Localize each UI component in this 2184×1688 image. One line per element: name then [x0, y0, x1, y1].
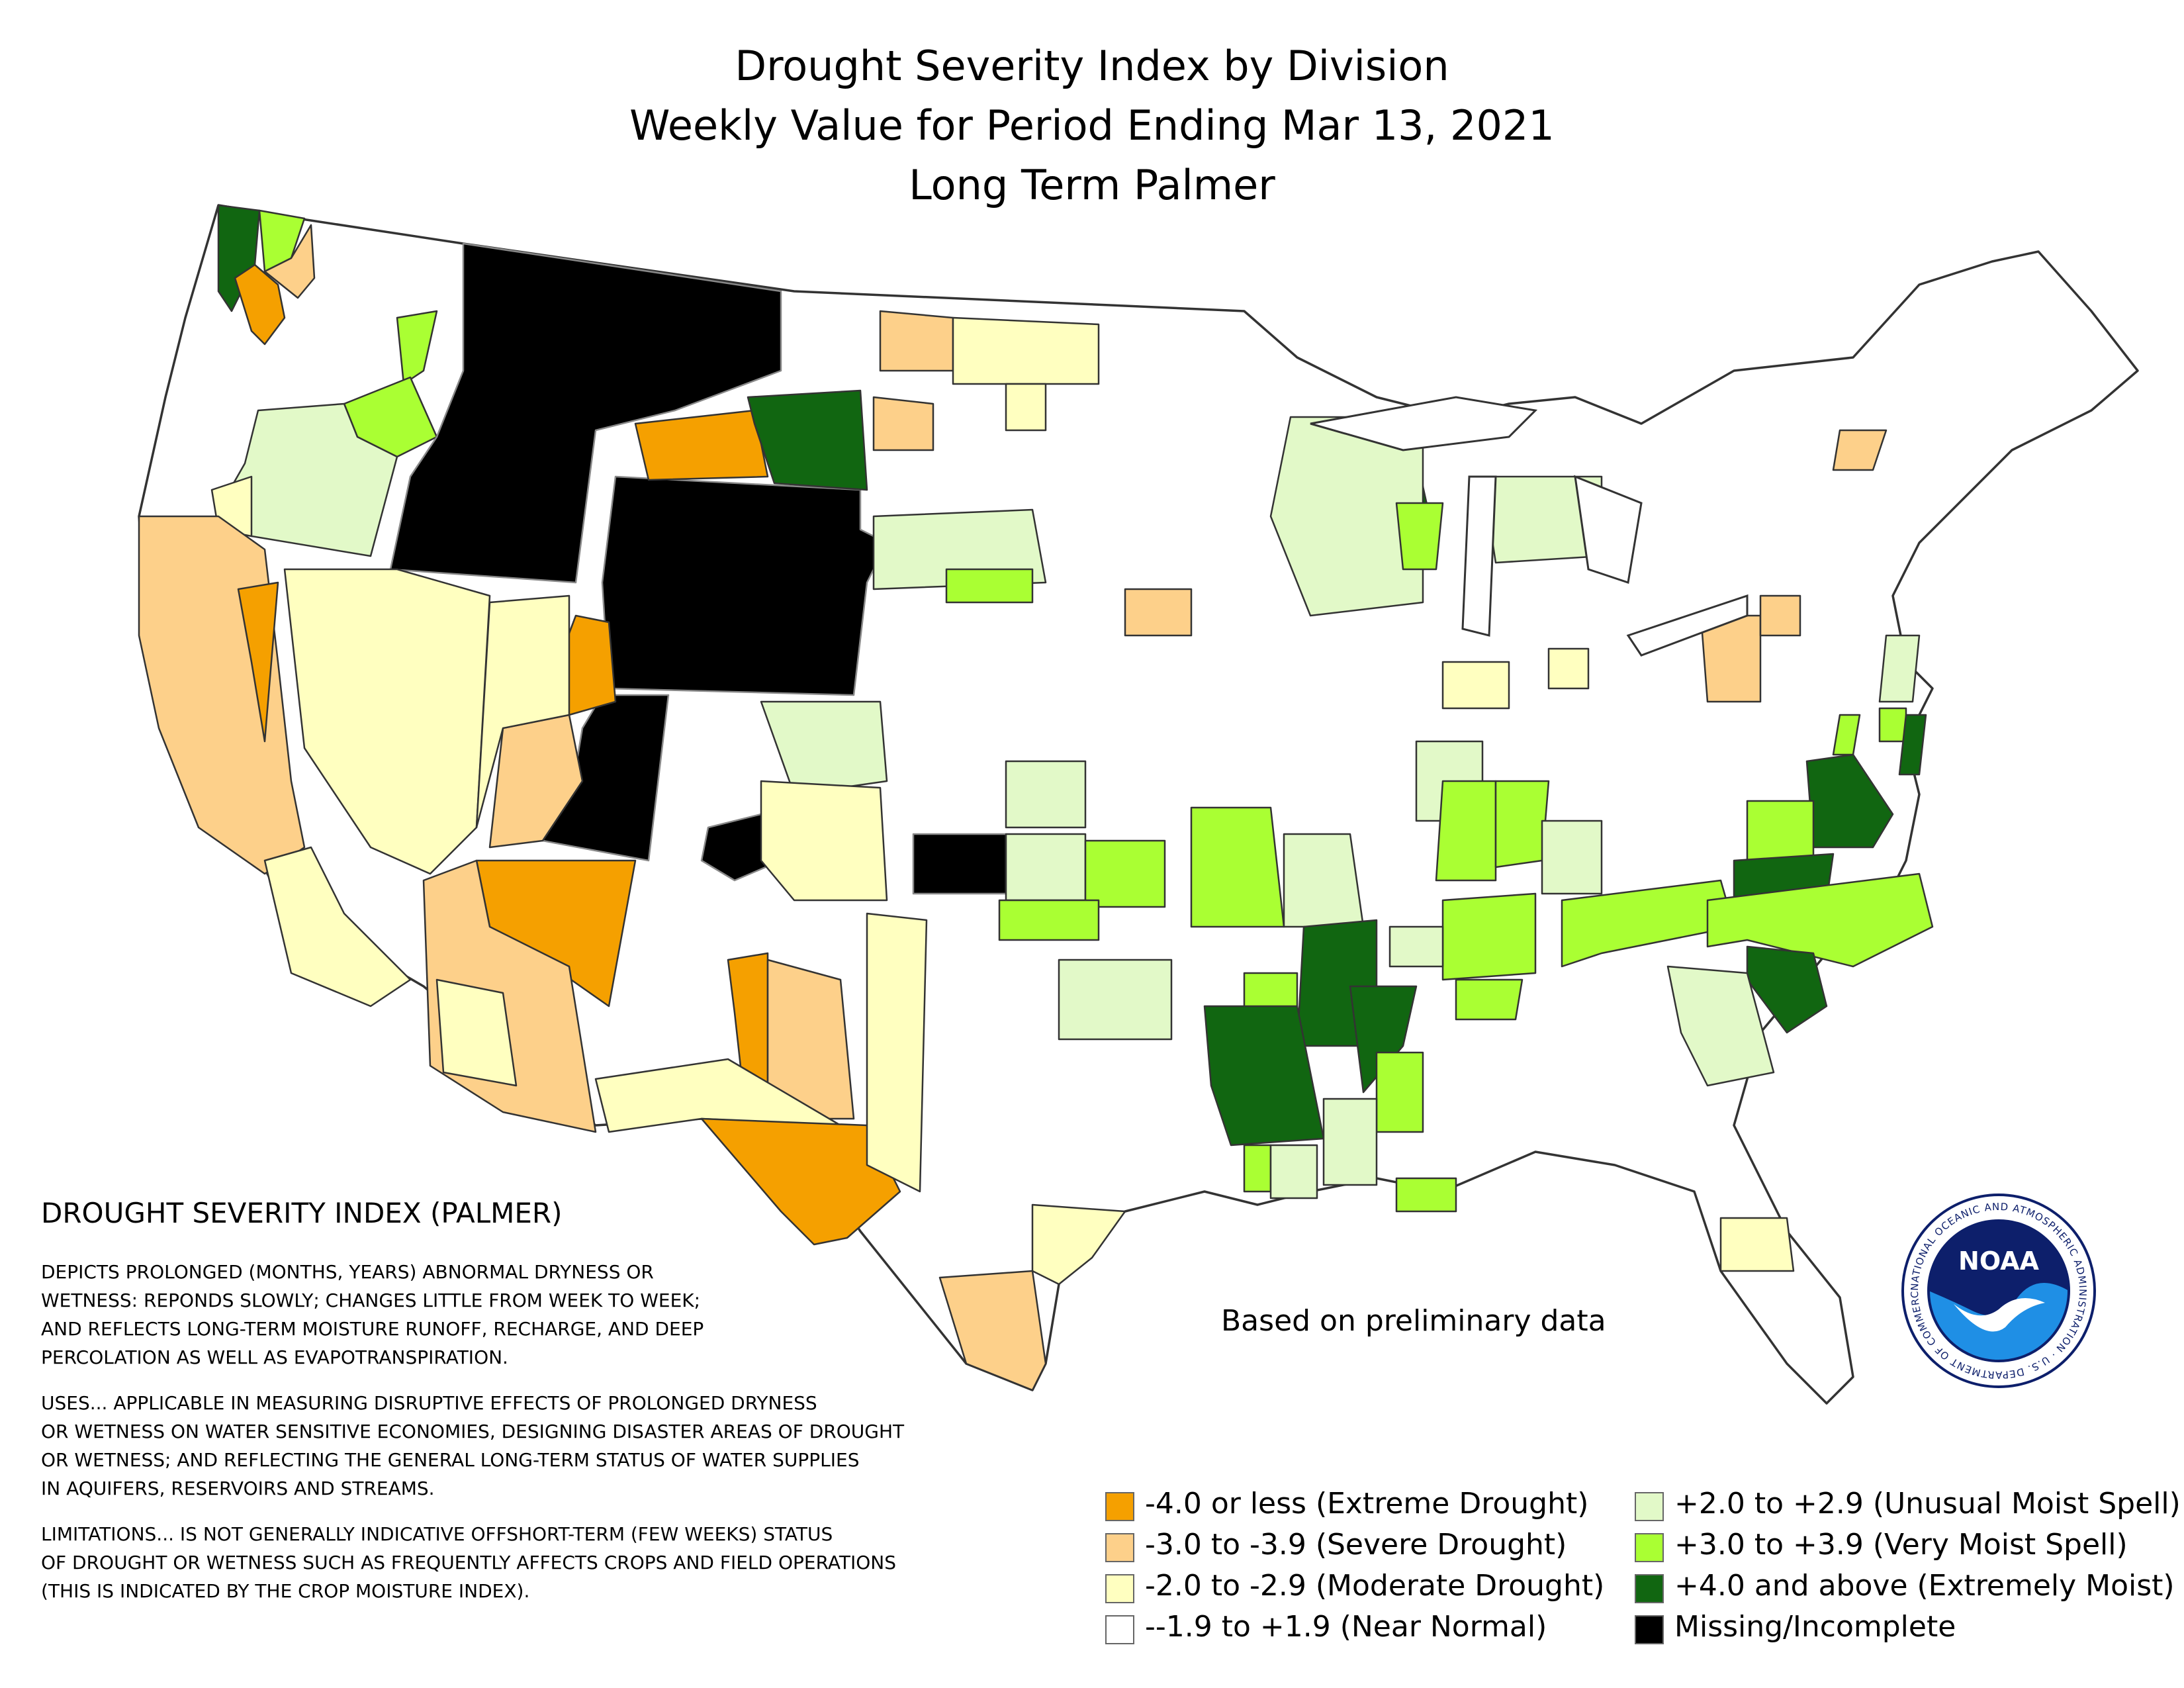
region-ok-unusual: [1005, 833, 1087, 902]
region-ky-unusual: [1541, 820, 1603, 895]
noaa-wordmark: NOAA: [1958, 1246, 2039, 1276]
region-mo-very-moist: [1190, 806, 1285, 928]
region-nd-severe-2: [872, 396, 934, 451]
region-tn-very-moist-2: [1561, 879, 1735, 968]
region-wa-severe: [263, 224, 316, 299]
region-ms-unusual: [1322, 1098, 1378, 1186]
legend-swatch: [1105, 1533, 1134, 1562]
region-in-moderate: [1547, 647, 1590, 690]
region-tn-very-moist: [1441, 892, 1537, 981]
description-limitations: LIMITATIONS... IS NOT GENERALLY INDICATI…: [41, 1523, 897, 1602]
region-fl-moderate: [1719, 1217, 1795, 1272]
region-il-moderate: [1441, 661, 1510, 710]
region-co-unusual: [760, 700, 888, 796]
region-wa-unusual: [396, 310, 438, 385]
legend-swatch: [1635, 1615, 1664, 1644]
lake-erie: [1626, 594, 1749, 657]
legend-label: -4.0 or less (Extreme Drought): [1145, 1487, 1589, 1521]
region-tn-very-moist-3: [1455, 978, 1524, 1021]
region-wi-very-moist: [1395, 502, 1444, 571]
region-ks-unusual: [1005, 760, 1087, 829]
preliminary-note: Based on preliminary data: [1221, 1304, 1606, 1338]
region-nd-moderate: [952, 316, 1100, 385]
legend-label: +2.0 to +2.9 (Unusual Moist Spell): [1674, 1487, 2181, 1521]
region-ms-very-moist: [1375, 1051, 1424, 1133]
region-pa-severe: [1759, 594, 1801, 637]
region-in-very-moist: [1494, 780, 1550, 868]
legend-label: -2.0 to -2.9 (Moderate Drought): [1145, 1569, 1605, 1603]
region-la-very-moist: [1243, 1144, 1272, 1193]
lake-superior: [1310, 396, 1538, 451]
region-tx-moderate-east: [1031, 1203, 1126, 1286]
region-il-very-moist: [1435, 780, 1497, 882]
region-nc-very-moist: [1706, 872, 1934, 968]
legend-swatch: [1105, 1615, 1134, 1644]
region-sd-very-moist: [945, 568, 1034, 604]
region-la-extreme-moist: [1203, 1005, 1325, 1147]
region-la-unusual: [1269, 1144, 1318, 1199]
noaa-bird-wave: [1954, 1297, 2045, 1332]
region-mt-extreme-moist: [747, 389, 868, 491]
region-nj-unusual: [1878, 634, 1921, 703]
region-nd-severe: [879, 310, 954, 372]
legend-label: -3.0 to -3.9 (Severe Drought): [1145, 1528, 1567, 1562]
region-tn-unusual: [1388, 925, 1444, 968]
region-missing-wyoming: [601, 475, 888, 696]
map-title-line1: Drought Severity Index by Division: [735, 42, 1449, 90]
lake-michigan: [1461, 475, 1497, 637]
map-title-line2: Weekly Value for Period Ending Mar 13, 2…: [629, 101, 1555, 150]
region-ms-extreme-moist: [1349, 985, 1418, 1094]
region-ut-moderate: [475, 594, 570, 829]
description-depicts: DEPICTS PROLONGED (MONTHS, YEARS) ABNORM…: [41, 1261, 704, 1368]
legend-heading: DROUGHT SEVERITY INDEX (PALMER): [41, 1197, 563, 1229]
region-co-moderate: [760, 780, 888, 902]
region-mo-unusual: [1283, 833, 1365, 928]
region-ny-severe: [1832, 429, 1888, 471]
region-sc-unusual: [1666, 965, 1775, 1087]
lake-huron: [1574, 475, 1643, 584]
region-ia-severe: [1124, 588, 1193, 637]
noaa-logo: NOAA NATIONAL OCEANIC AND ATMOSPHERIC AD…: [1899, 1192, 2096, 1388]
legend-swatch: [1635, 1492, 1664, 1521]
region-tx-severe: [938, 1270, 1047, 1391]
region-ok-very-moist: [1084, 839, 1166, 908]
region-ca-moderate: [263, 846, 412, 1008]
legend-label: Missing/Incomplete: [1674, 1610, 1956, 1644]
legend-label: +3.0 to +3.9 (Very Moist Spell): [1674, 1528, 2128, 1562]
region-nd-moderate-2: [1005, 383, 1047, 432]
legend-swatch: [1635, 1533, 1664, 1562]
region-mt-extreme-drought: [634, 409, 769, 481]
region-md-extreme-moist: [1898, 714, 1927, 776]
region-wa-extreme-drought: [234, 263, 286, 346]
region-de-very-moist: [1878, 707, 1907, 743]
noaa-navy-top: [1929, 1221, 2069, 1316]
description-uses: USES... APPLICABLE IN MEASURING DISRUPTI…: [41, 1392, 905, 1499]
region-va-very-moist: [1746, 800, 1815, 862]
legend-label: +4.0 and above (Extremely Moist): [1674, 1569, 2175, 1603]
legend-swatch: [1105, 1574, 1134, 1603]
region-ok-unusual-2: [1058, 959, 1173, 1041]
map-title-line3: Long Term Palmer: [909, 161, 1275, 209]
region-tx-moderate-panhandle: [866, 912, 928, 1193]
region-or-unusual: [217, 402, 398, 557]
region-nv-moderate: [283, 568, 491, 875]
legend-swatch: [1635, 1574, 1664, 1603]
region-az-moderate: [435, 978, 518, 1087]
region-missing-northwest: [389, 242, 782, 584]
region-missing-kansas: [912, 833, 1007, 895]
legend-label: --1.9 to +1.9 (Near Normal): [1145, 1610, 1547, 1644]
region-ca-extreme-drought: [237, 581, 279, 743]
region-ok-very-moist-2: [998, 899, 1100, 941]
legend-swatch: [1105, 1492, 1134, 1521]
region-la-coast-very-moist: [1395, 1177, 1457, 1213]
